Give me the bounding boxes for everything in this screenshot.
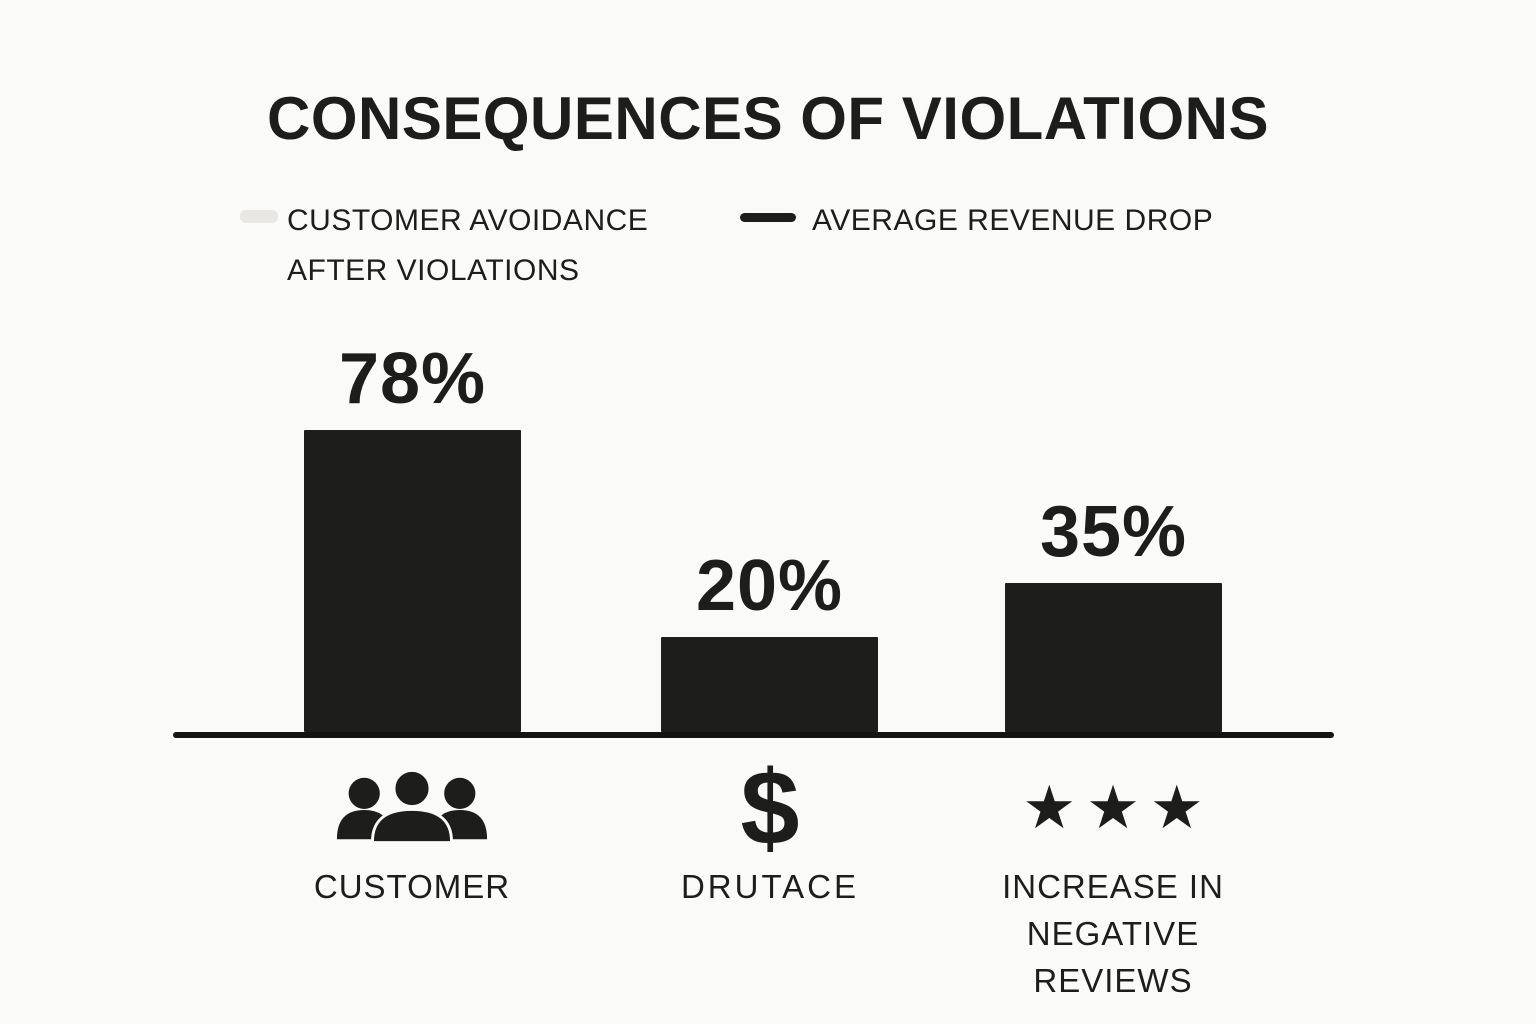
value-label: 35% xyxy=(1039,492,1188,572)
legend-label: CUSTOMER AVOIDANCE AFTER VIOLATIONS xyxy=(287,204,649,287)
legend-label: AVERAGE REVENUE DROP xyxy=(812,204,1214,237)
bar xyxy=(1005,583,1222,732)
stars-icon: ★★★ xyxy=(1012,758,1213,858)
people-icon xyxy=(334,758,490,858)
stars-glyph: ★★★ xyxy=(1022,774,1214,841)
category-label: INCREASE IN NEGATIVE REVIEWS xyxy=(1002,868,1224,999)
legend-item-average-revenue-drop: AVERAGE REVENUE DROP xyxy=(740,196,1213,246)
bar xyxy=(304,430,521,732)
value-label: 20% xyxy=(695,546,844,626)
bar-group-negative-reviews: 35% xyxy=(1005,496,1222,732)
legend-item-customer-avoidance: CUSTOMER AVOIDANCE AFTER VIOLATIONS xyxy=(240,196,707,295)
chart-title: CONSEQUENCES OF VIOLATIONS xyxy=(267,85,1269,152)
bar-group-revenue: 20% xyxy=(661,550,878,732)
bar-group-customer: 78% xyxy=(304,343,521,732)
legend-swatch-light xyxy=(240,210,278,223)
category-label: CUSTOMER xyxy=(313,868,511,905)
category-label: DRUTACE xyxy=(680,868,860,905)
x-group-revenue: $ DRUTACE xyxy=(590,749,950,911)
x-group-customer: CUSTOMER xyxy=(232,758,592,911)
dollar-glyph: $ xyxy=(740,749,800,867)
value-label: 78% xyxy=(338,339,487,419)
dollar-icon: $ xyxy=(740,749,800,867)
x-group-negative-reviews: ★★★ INCREASE IN NEGATIVE REVIEWS xyxy=(933,758,1293,1005)
legend-swatch-dark xyxy=(740,213,796,222)
x-axis-line xyxy=(173,732,1334,738)
bar xyxy=(661,637,878,732)
